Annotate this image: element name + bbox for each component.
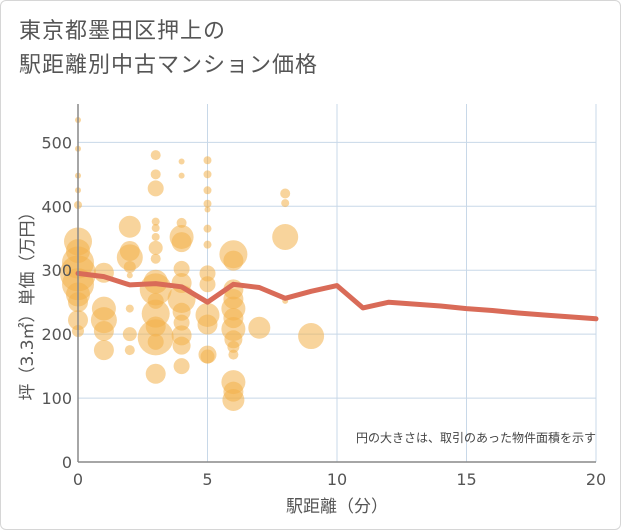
bubble-32 <box>151 232 160 241</box>
bubble-87 <box>298 323 325 350</box>
bubble-78 <box>228 349 239 360</box>
bubble-41 <box>147 333 164 350</box>
bubble-34 <box>150 253 161 264</box>
bubble-70 <box>223 250 244 271</box>
bubble-48 <box>173 260 190 277</box>
y-tick-label-4: 400 <box>41 197 72 216</box>
bubble-47 <box>171 232 192 253</box>
bubble-33 <box>148 240 163 255</box>
grid-lines <box>78 104 597 462</box>
y-axis-label: 坪（3.3㎡）単価（万円） <box>18 203 38 400</box>
bubble-26 <box>124 345 135 356</box>
bubble-83 <box>280 188 291 199</box>
y-tick-label-3: 300 <box>41 261 72 280</box>
bubble-56 <box>203 156 212 165</box>
bubble-61 <box>203 224 212 233</box>
bubble-59 <box>203 199 212 208</box>
x-tick-label-1: 5 <box>202 470 212 489</box>
bubble-layer <box>60 116 325 411</box>
chart-title: 東京都墨田区押上の 駅距離別中古マンション価格 <box>19 15 318 83</box>
x-axis-label: 駅距離（分） <box>286 497 388 517</box>
bubble-36 <box>139 273 172 306</box>
bubble-24 <box>125 304 134 313</box>
bubble-58 <box>203 186 212 195</box>
bubble-77 <box>227 340 240 353</box>
y-tick-label-1: 100 <box>41 389 72 408</box>
bubble-28 <box>150 169 161 180</box>
bubble-30 <box>151 217 160 226</box>
bubble-54 <box>172 336 191 355</box>
y-tick-label-5: 500 <box>41 133 72 152</box>
bubble-31 <box>151 224 160 233</box>
bubble-84 <box>281 199 290 208</box>
chart-title-line-2: 駅距離別中古マンション価格 <box>19 53 319 78</box>
bubble-55 <box>173 358 190 375</box>
bubble-43 <box>178 158 185 165</box>
x-tick-label-0: 0 <box>73 470 83 489</box>
bubble-62 <box>203 240 212 249</box>
bubble-27 <box>150 150 161 161</box>
average-line-layer <box>75 270 599 322</box>
bubble-23 <box>126 272 133 279</box>
bubble-85 <box>272 223 299 250</box>
bubble-18 <box>93 340 114 361</box>
bubble-57 <box>203 170 212 179</box>
bubble-66 <box>197 314 218 335</box>
x-tick-label-4: 20 <box>586 470 606 489</box>
average-price-line <box>75 270 599 322</box>
bubble-17 <box>93 320 114 341</box>
bubble-64 <box>199 276 216 293</box>
x-tick-label-3: 15 <box>456 470 476 489</box>
bubble-25 <box>122 327 137 342</box>
y-tick-label-0: 0 <box>62 453 72 472</box>
bubble-81 <box>222 388 245 411</box>
bubble-60 <box>204 206 211 213</box>
y-tick-label-2: 200 <box>41 325 72 344</box>
x-tick-label-2: 10 <box>327 470 347 489</box>
bubble-19 <box>118 215 141 238</box>
bubble-82 <box>248 316 271 339</box>
tick-labels: 0 100 200 300 400 500 0 5 10 15 20 <box>41 133 606 489</box>
axes <box>77 104 596 463</box>
bubble-29 <box>147 180 164 197</box>
bubble-44 <box>178 172 185 179</box>
bubble-68 <box>200 349 215 364</box>
bubble-42 <box>145 363 166 384</box>
bubble-22 <box>123 261 136 274</box>
chart-title-line-1: 東京都墨田区押上の <box>19 19 227 44</box>
bubble-21 <box>116 244 143 271</box>
bubble-size-note: 円の大きさは、取引のあった物件面積を示す <box>356 430 596 445</box>
